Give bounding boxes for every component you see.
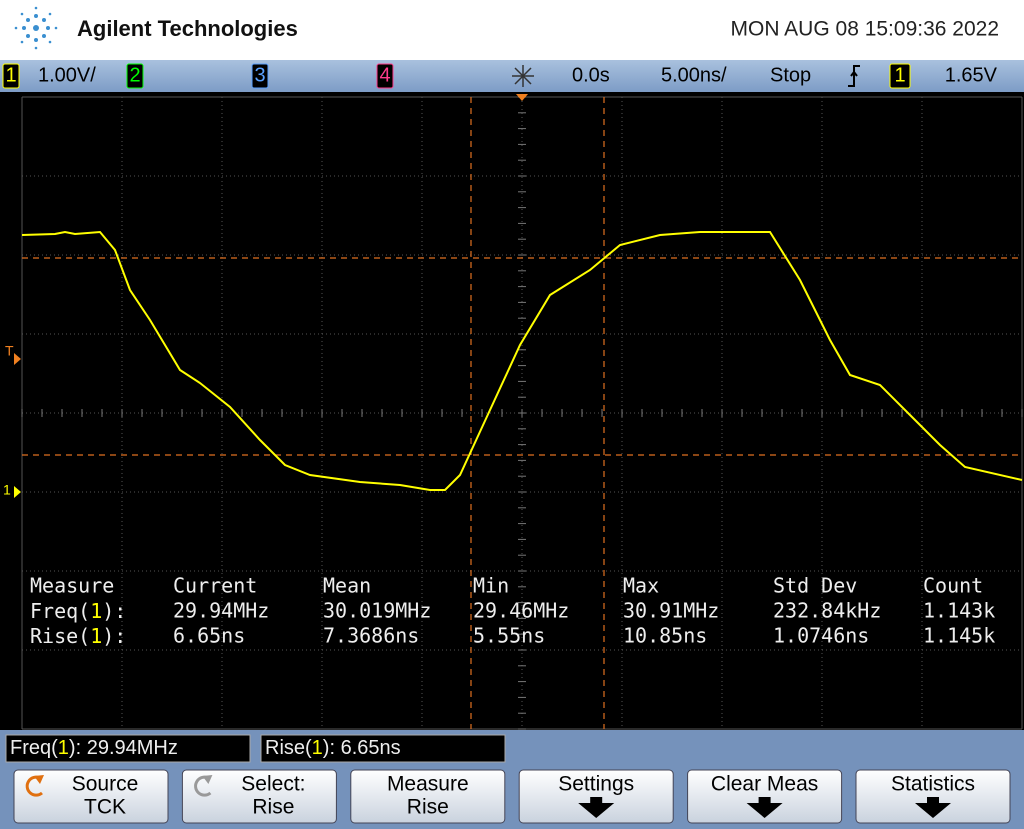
rotate-icon-head xyxy=(202,775,213,784)
grid xyxy=(21,96,1023,730)
rotate-icon-head xyxy=(34,775,44,784)
close: ): xyxy=(102,599,126,623)
measurement-value: 30.91MHz xyxy=(623,599,719,623)
header xyxy=(0,0,1024,60)
measurement-value: 1.143k xyxy=(923,599,995,623)
trigger-position-marker xyxy=(516,94,528,101)
brand: Agilent Technologies xyxy=(77,16,298,41)
ground-marker: 1 xyxy=(3,482,11,498)
softkey-value: Rise xyxy=(407,796,449,819)
column-header: Current xyxy=(173,574,257,598)
softkey-label: Settings xyxy=(558,773,634,796)
measurement-label: Freq(1): xyxy=(30,599,126,623)
softkey[interactable] xyxy=(350,769,506,824)
column-header: Min xyxy=(473,574,509,598)
softkey-arrow xyxy=(915,797,951,818)
measurement-value: 30.019MHz xyxy=(323,599,431,623)
measurement-value: 5.55ns xyxy=(473,624,545,648)
column-header: Std Dev xyxy=(773,574,857,598)
measurement-table: Measure Current Mean Min Max Std Dev Count Freq… xyxy=(30,574,995,648)
logo xyxy=(14,6,58,50)
ch1-scale: 1.00V/ xyxy=(38,64,96,86)
column-header: Measure xyxy=(30,574,114,598)
column-header: Max xyxy=(623,574,659,598)
graticule xyxy=(0,92,1024,730)
value: ): 29.94MHz xyxy=(69,737,178,759)
softkey[interactable] xyxy=(855,769,1011,824)
ch3-badge[interactable] xyxy=(251,63,269,89)
ch3: 3 xyxy=(254,64,265,86)
ch2-badge[interactable] xyxy=(126,63,144,89)
trigger-source-badge[interactable] xyxy=(889,63,911,89)
measurement-value: 1.145k xyxy=(923,624,995,648)
softkey-label: Source xyxy=(72,773,139,796)
softkey-label: Statistics xyxy=(891,773,975,796)
measurement-value: 232.84kHz xyxy=(773,599,881,623)
time-delay: 0.0s xyxy=(572,64,610,86)
measurement-value: 10.85ns xyxy=(623,624,707,648)
softkey-label: Clear Meas xyxy=(711,773,818,796)
measure-name: Freq( xyxy=(10,737,58,759)
measure-name: Rise( xyxy=(265,737,312,759)
softkey-arrow xyxy=(746,797,783,818)
measure-name: Rise( xyxy=(30,624,90,648)
run-icon xyxy=(512,65,534,87)
softkey-value: TCK xyxy=(84,796,126,819)
trigger-edge-icon xyxy=(848,65,860,87)
channel: 1 xyxy=(312,737,323,759)
softkey-label: Measure xyxy=(387,773,469,796)
channel: 1 xyxy=(90,599,102,623)
trigger-source: 1 xyxy=(894,64,905,86)
softkey[interactable] xyxy=(181,769,337,824)
time-scale: 5.00ns/ xyxy=(661,64,727,86)
channel: 1 xyxy=(90,624,102,648)
column-header: Count xyxy=(923,574,983,598)
ch2: 2 xyxy=(129,64,140,86)
readout: Freq(1): 29.94MHz xyxy=(10,737,178,759)
trigger-level: 1.65V xyxy=(945,64,998,86)
softkey[interactable] xyxy=(13,769,169,824)
waveform xyxy=(21,230,1023,491)
run-state: Stop xyxy=(770,64,811,86)
softkey[interactable] xyxy=(518,769,674,824)
measure-name: Freq( xyxy=(30,599,90,623)
readout-box xyxy=(260,734,506,763)
readout: Rise(1): 6.65ns xyxy=(265,737,401,759)
readouts: Freq(1): 29.94MHz Rise(1): 6.65ns xyxy=(5,734,506,763)
measurement-value: 6.65ns xyxy=(173,624,245,648)
softkey-label: Select: xyxy=(241,773,305,796)
measurement-value: 7.3686ns xyxy=(323,624,419,648)
ch4-badge[interactable] xyxy=(376,63,394,89)
ch1-badge[interactable] xyxy=(2,63,20,89)
trigger-level-arrow xyxy=(14,353,21,365)
softkey[interactable] xyxy=(687,769,843,824)
measurement-value: 29.94MHz xyxy=(173,599,269,623)
datetime: MON AUG 08 15:09:36 2022 xyxy=(731,18,1000,41)
softkey-arrow xyxy=(578,797,615,818)
readout-box xyxy=(5,734,251,763)
measurement-value: 1.0746ns xyxy=(773,624,869,648)
measurement-label: Rise(1): xyxy=(30,624,126,648)
column-header: Mean xyxy=(323,574,371,598)
trigger-level-marker: T xyxy=(5,343,14,359)
channel: 1 xyxy=(58,737,69,759)
ch4: 4 xyxy=(379,64,390,86)
cursors xyxy=(22,97,1022,729)
ground-arrow xyxy=(14,486,21,498)
measurement-value: 29.46MHz xyxy=(473,599,569,623)
close: ): xyxy=(102,624,126,648)
ch1: 1 xyxy=(5,64,16,86)
value: ): 6.65ns xyxy=(323,737,401,759)
softkey-value: Rise xyxy=(252,796,294,819)
